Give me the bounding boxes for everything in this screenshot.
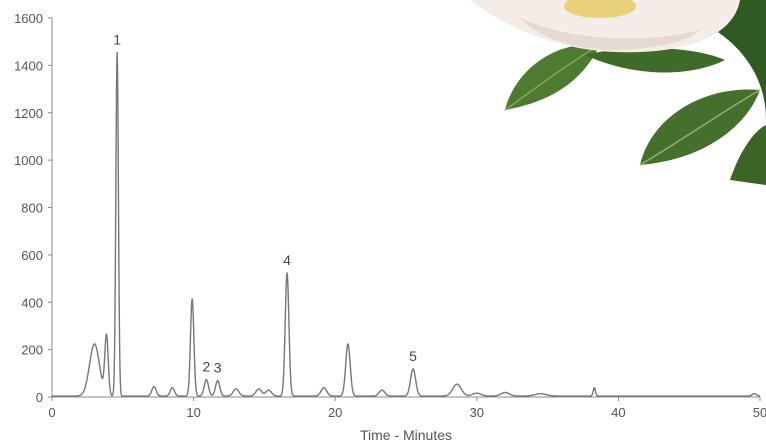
chromatogram-trace	[51, 51, 761, 397]
x-tick-label: 30	[470, 405, 484, 420]
leaf-bottom-right	[730, 125, 766, 185]
x-tick-label: 0	[48, 405, 55, 420]
leaf-left-vein	[504, 44, 601, 111]
petal-shadow	[520, 18, 700, 50]
peak-label-1: 1	[113, 32, 121, 48]
y-tick-label: 1200	[14, 106, 43, 121]
x-tick-label: 50	[753, 405, 766, 420]
y-tick-label: 0	[36, 390, 43, 405]
flower-center	[564, 0, 636, 18]
y-tick-label: 1600	[14, 11, 43, 26]
peak-annotations: 12 345	[113, 32, 417, 376]
x-tick-label: 10	[186, 405, 200, 420]
x-tick-label: 40	[611, 405, 625, 420]
x-axis-title: Time - Minutes	[360, 427, 452, 443]
x-axis-ticks: 0 10 20 30 40 50	[48, 397, 766, 420]
y-tick-label: 200	[21, 343, 43, 358]
peak-label-4: 4	[283, 252, 291, 268]
peak-label-3: 3	[214, 360, 222, 376]
peak-label-2: 2	[202, 358, 210, 374]
leaf-right-vein	[639, 89, 761, 166]
y-tick-label: 400	[21, 295, 43, 310]
y-axis-ticks: 0 200 400 600 800 1000 1200 1400 1600	[14, 11, 52, 405]
y-tick-label: 1000	[14, 153, 43, 168]
leaf-center	[585, 48, 725, 73]
peak-label-5: 5	[409, 348, 417, 364]
y-tick-label: 600	[21, 248, 43, 263]
magnolia-flower-decoration	[470, 0, 766, 185]
y-tick-label: 1400	[14, 58, 43, 73]
leaf-right-upper	[715, 0, 766, 120]
x-tick-label: 20	[328, 405, 342, 420]
y-tick-label: 800	[21, 201, 43, 216]
